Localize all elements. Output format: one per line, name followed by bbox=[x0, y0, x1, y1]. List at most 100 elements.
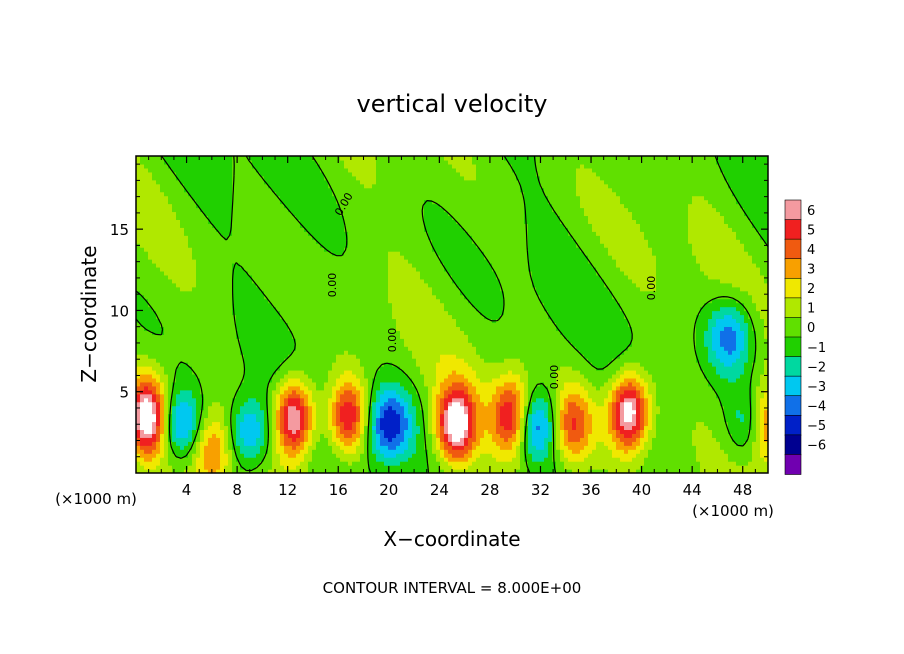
field-cell bbox=[152, 465, 157, 470]
field-cell bbox=[268, 163, 273, 169]
field-cell bbox=[356, 282, 361, 288]
field-cell bbox=[264, 195, 269, 201]
field-cell bbox=[336, 338, 341, 343]
field-cell bbox=[272, 445, 277, 450]
field-cell bbox=[280, 183, 285, 189]
field-cell bbox=[368, 167, 373, 173]
field-cell bbox=[156, 302, 161, 308]
field-cell bbox=[152, 270, 157, 276]
field-cell bbox=[196, 211, 201, 217]
field-cell bbox=[304, 429, 309, 434]
field-cell bbox=[212, 286, 217, 292]
field-cell bbox=[140, 207, 145, 213]
field-cell bbox=[380, 385, 385, 391]
field-cell bbox=[164, 223, 169, 228]
field-cell bbox=[376, 171, 381, 177]
field-cell bbox=[264, 227, 269, 232]
field-cell bbox=[364, 342, 369, 347]
field-cell bbox=[168, 461, 173, 466]
field-cell bbox=[260, 433, 265, 438]
field-cell bbox=[328, 211, 333, 217]
field-cell bbox=[368, 294, 373, 300]
field-cell bbox=[236, 247, 241, 252]
field-cell bbox=[164, 310, 169, 316]
field-cell bbox=[272, 421, 277, 427]
field-cell bbox=[200, 175, 205, 181]
field-cell bbox=[216, 167, 221, 173]
field-cell bbox=[156, 306, 161, 312]
field-cell bbox=[244, 389, 249, 395]
field-cell bbox=[244, 445, 249, 450]
field-cell bbox=[316, 389, 321, 395]
field-cell bbox=[172, 318, 177, 324]
field-cell bbox=[264, 175, 269, 181]
field-cell bbox=[316, 350, 321, 355]
field-cell bbox=[380, 354, 385, 359]
field-cell bbox=[384, 389, 389, 395]
field-cell bbox=[280, 163, 285, 169]
field-cell bbox=[320, 259, 325, 264]
field-cell bbox=[268, 251, 273, 256]
field-cell bbox=[200, 326, 205, 331]
field-cell bbox=[148, 322, 153, 327]
field-cell bbox=[220, 453, 225, 458]
field-cell bbox=[216, 255, 221, 260]
field-cell bbox=[360, 362, 365, 367]
field-cell bbox=[224, 314, 229, 320]
field-cell bbox=[156, 409, 161, 415]
field-cell bbox=[364, 445, 369, 450]
field-cell bbox=[308, 354, 313, 359]
field-cell bbox=[296, 330, 301, 335]
field-cell bbox=[180, 409, 185, 415]
field-cell bbox=[360, 187, 365, 193]
field-cell bbox=[320, 231, 325, 236]
field-cell bbox=[136, 326, 141, 331]
field-cell bbox=[148, 421, 153, 427]
field-cell bbox=[348, 191, 353, 197]
field-cell bbox=[328, 350, 333, 355]
field-cell bbox=[160, 433, 165, 438]
field-cell bbox=[228, 243, 233, 248]
field-cell bbox=[308, 377, 313, 383]
field-cell bbox=[232, 354, 237, 359]
field-cell bbox=[208, 393, 213, 399]
field-cell bbox=[344, 441, 349, 446]
field-cell bbox=[220, 266, 225, 272]
field-cell bbox=[176, 278, 181, 284]
field-cell bbox=[296, 393, 301, 399]
field-cell bbox=[368, 251, 373, 256]
field-cell bbox=[212, 255, 217, 260]
field-cell bbox=[152, 235, 157, 240]
field-cell bbox=[204, 282, 209, 288]
field-cell bbox=[268, 346, 273, 351]
field-cell bbox=[280, 366, 285, 371]
field-cell bbox=[224, 302, 229, 308]
field-cell bbox=[352, 457, 357, 462]
field-cell bbox=[192, 215, 197, 220]
field-cell bbox=[256, 231, 261, 236]
field-cell bbox=[296, 338, 301, 343]
field-cell bbox=[300, 219, 305, 224]
field-cell bbox=[308, 373, 313, 379]
field-cell bbox=[228, 183, 233, 189]
field-cell bbox=[344, 306, 349, 312]
field-cell bbox=[204, 286, 209, 292]
field-cell bbox=[324, 381, 329, 387]
field-cell bbox=[240, 385, 245, 391]
field-cell bbox=[280, 350, 285, 355]
field-cell bbox=[204, 290, 209, 296]
field-cell bbox=[312, 362, 317, 367]
field-cell bbox=[164, 350, 169, 355]
field-cell bbox=[316, 385, 321, 391]
field-cell bbox=[336, 251, 341, 256]
field-cell bbox=[192, 461, 197, 466]
field-cell bbox=[300, 449, 305, 454]
field-cell bbox=[224, 322, 229, 327]
field-cell bbox=[208, 457, 213, 462]
field-cell bbox=[264, 318, 269, 324]
field-cell bbox=[300, 199, 305, 205]
field-cell bbox=[344, 469, 349, 473]
field-cell bbox=[364, 255, 369, 260]
field-cell bbox=[172, 334, 177, 339]
field-cell bbox=[188, 306, 193, 312]
